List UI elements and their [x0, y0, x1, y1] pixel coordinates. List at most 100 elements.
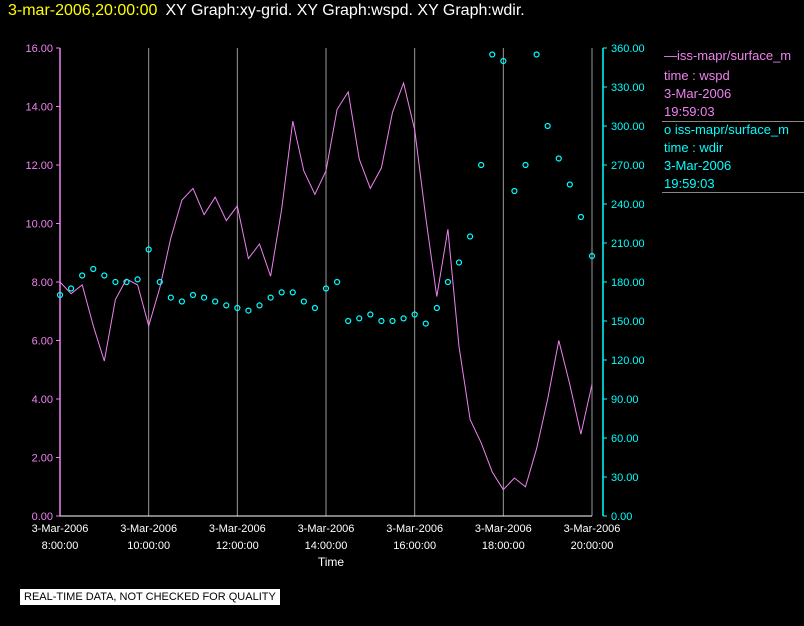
x-tick-labels: 3-Mar-2006 8:00:00 3-Mar-2006 10:00:00 3-Mar… — [32, 523, 621, 552]
series-wdir — [56, 51, 596, 327]
wdir-point — [90, 265, 97, 273]
legend-wdir-date: 3-Mar-2006 — [664, 158, 732, 173]
x-tick-time: 10:00:00 — [127, 540, 170, 552]
right-tick-label: 240.00 — [611, 199, 645, 211]
right-tick-label: 120.00 — [611, 355, 645, 367]
right-tick-label: 90.00 — [611, 394, 639, 406]
wdir-point — [500, 57, 507, 65]
left-tick-label: 8.00 — [32, 277, 53, 289]
wdir-point — [167, 294, 174, 301]
right-tick-label: 360.00 — [611, 43, 645, 55]
wdir-point — [466, 233, 474, 240]
right-tick-label: 150.00 — [611, 316, 645, 328]
wdir-point — [389, 317, 396, 325]
wdir-point — [378, 317, 385, 325]
wdir-point — [300, 298, 307, 305]
x-tick-date: 3-Mar-2006 — [32, 523, 89, 535]
left-tick-label: 2.00 — [32, 453, 53, 465]
header-graph-titles: XY Graph:xy-grid. XY Graph:wspd. XY Grap… — [165, 2, 525, 19]
wspd-line — [59, 81, 593, 491]
left-tick-label: 0.00 — [32, 511, 53, 523]
wdir-point — [367, 311, 374, 318]
x-tick-time: 12:00:00 — [216, 540, 259, 552]
legend-divider — [662, 121, 804, 122]
right-tick-label: 30.00 — [611, 472, 639, 484]
quality-disclaimer: REAL-TIME DATA, NOT CHECKED FOR QUALITY — [20, 589, 280, 605]
wdir-point — [555, 155, 562, 162]
x-tick-time: 20:00:00 — [571, 540, 614, 552]
legend-wspd-time-label: time : wspd — [664, 68, 730, 83]
x-tick-time: 18:00:00 — [482, 540, 525, 552]
x-tick-time: 14:00:00 — [305, 540, 348, 552]
wdir-point — [234, 304, 241, 312]
legend-wdir-label: o iss-mapr/surface_m — [664, 122, 789, 137]
grid — [59, 48, 593, 516]
header-timestamp: 3-mar-2006,20:00:00 — [8, 2, 158, 19]
right-tick-label: 270.00 — [611, 160, 645, 172]
wdir-point — [56, 291, 64, 299]
wdir-point — [123, 278, 130, 286]
wdir-point — [156, 278, 163, 286]
right-tick-label: 300.00 — [611, 121, 645, 133]
wdir-point — [455, 259, 463, 266]
right-tick-label: 180.00 — [611, 277, 645, 289]
right-tick-label: 0.00 — [611, 511, 632, 523]
x-tick-time: 16:00:00 — [393, 540, 436, 552]
legend-wspd-time: 19:59:03 — [664, 104, 715, 119]
left-tick-label: 6.00 — [32, 336, 53, 348]
x-tick-date: 3-Mar-2006 — [386, 523, 443, 535]
wdir-point — [478, 161, 485, 169]
left-tick-label: 12.00 — [25, 160, 53, 172]
left-tick-label: 10.00 — [25, 219, 53, 231]
x-tick-date: 3-Mar-2006 — [209, 523, 266, 535]
wdir-point — [278, 289, 285, 296]
legend-wspd-date: 3-Mar-2006 — [664, 86, 732, 101]
left-tick-label: 16.00 — [25, 43, 53, 55]
wdir-point — [145, 246, 152, 253]
wdir-point — [189, 291, 197, 299]
x-tick-date: 3-Mar-2006 — [564, 523, 621, 535]
wdir-point — [178, 298, 186, 305]
wdir-point — [400, 315, 407, 322]
wdir-point — [356, 315, 363, 322]
wdir-point — [522, 161, 529, 169]
right-tick-label: 210.00 — [611, 238, 645, 250]
legend-wdir-time-label: time : wdir — [664, 140, 724, 155]
wdir-point — [566, 181, 573, 188]
wdir-point — [533, 51, 540, 58]
wdir-point — [422, 320, 429, 327]
legend-wdir-time: 19:59:03 — [664, 176, 715, 191]
wdir-point — [212, 298, 219, 305]
wdir-point — [444, 278, 452, 286]
wdir-point — [101, 272, 108, 279]
x-axis-label: Time — [318, 555, 345, 569]
left-tick-label: 14.00 — [25, 102, 53, 114]
wdir-point — [511, 187, 518, 195]
wdir-point — [345, 317, 352, 325]
wdir-point — [267, 294, 274, 301]
header: 3-mar-2006,20:00:00 XY Graph:xy-grid. XY … — [8, 2, 525, 20]
series-wspd — [59, 81, 593, 491]
wdir-point — [223, 302, 230, 309]
wdir-point — [112, 278, 119, 286]
x-tick-date: 3-Mar-2006 — [120, 523, 177, 535]
wdir-point — [411, 311, 418, 318]
wdir-point — [333, 278, 341, 286]
wdir-point — [289, 289, 296, 296]
legend-divider — [662, 192, 804, 193]
right-tick-label: 330.00 — [611, 82, 645, 94]
wdir-point — [588, 252, 596, 260]
wdir-point — [489, 51, 496, 58]
wdir-point — [67, 285, 75, 292]
right-tick-label: 60.00 — [611, 433, 639, 445]
left-tick-label: 4.00 — [32, 394, 53, 406]
wdir-point — [134, 276, 141, 283]
wdir-point — [544, 122, 551, 130]
legend-wspd-label: —iss-mapr/surface_m — [664, 48, 792, 63]
wdir-point — [311, 304, 319, 312]
x-tick-date: 3-Mar-2006 — [475, 523, 532, 535]
wdir-point — [245, 307, 252, 314]
left-tick-labels: 0.00 2.00 4.00 6.00 8.00 10.00 12.00 14.00 16.00 — [25, 43, 60, 523]
wdir-point — [79, 272, 86, 279]
